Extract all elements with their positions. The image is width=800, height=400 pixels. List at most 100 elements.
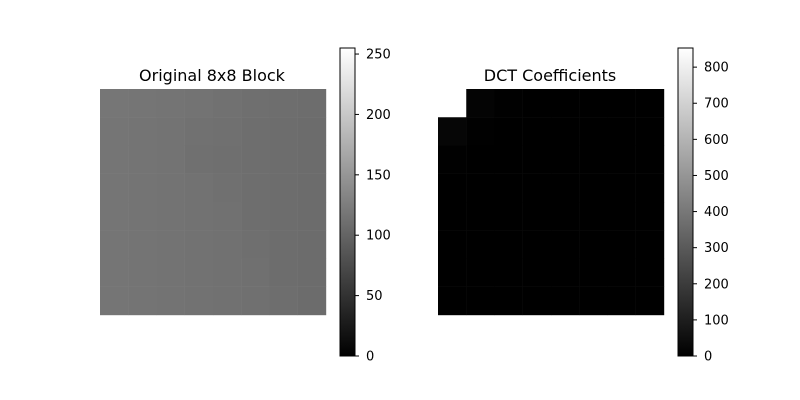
heatmap-cell-1-0-5 — [579, 89, 608, 118]
heatmap-cell-0-7-1 — [128, 286, 157, 316]
heatmap-cell-1-4-0 — [438, 202, 467, 231]
heatmap-cell-1-3-1 — [466, 173, 495, 203]
chart-title-original: Original 8x8 Block — [139, 66, 286, 85]
heatmap-cell-0-3-1 — [128, 173, 157, 203]
heatmap-cell-0-6-7 — [297, 258, 327, 287]
heatmap-cell-1-2-3 — [522, 145, 552, 174]
heatmap-original — [100, 89, 327, 316]
heatmap-cell-1-7-3 — [522, 286, 552, 316]
heatmap-cell-0-0-3 — [184, 89, 214, 118]
heatmap-cell-1-0-2 — [494, 89, 523, 118]
heatmap-cell-1-3-4 — [551, 173, 580, 203]
heatmap-cell-0-7-4 — [213, 286, 242, 316]
heatmap-cell-0-3-6 — [269, 173, 298, 203]
heatmap-cell-0-4-3 — [184, 202, 214, 231]
heatmap-cell-0-2-1 — [128, 145, 157, 174]
heatmap-cell-1-0-3 — [522, 89, 552, 118]
heatmap-cell-0-6-2 — [156, 258, 185, 287]
heatmap-cell-0-6-1 — [128, 258, 157, 287]
colorbar-tick-label-0-4: 200 — [366, 108, 391, 123]
heatmap-cell-1-5-1 — [466, 230, 495, 259]
heatmap-cell-0-6-4 — [213, 258, 242, 287]
heatmap-cell-0-4-1 — [128, 202, 157, 231]
heatmap-cell-1-3-5 — [579, 173, 608, 203]
colorbar-original: 0 50 100 150 200 250 — [339, 47, 391, 365]
heatmap-cell-0-4-4 — [213, 202, 242, 231]
heatmap-cell-0-5-6 — [269, 230, 298, 259]
heatmap-cell-1-0-1 — [466, 89, 495, 118]
heatmap-cell-0-0-1 — [128, 89, 157, 118]
heatmap-cell-1-6-0 — [438, 258, 467, 287]
heatmap-cell-0-1-4 — [213, 117, 242, 146]
heatmap-cell-0-7-6 — [269, 286, 298, 316]
colorbar-ticks-original: 0 50 100 150 200 250 — [355, 48, 391, 365]
heatmap-cell-0-3-5 — [241, 173, 270, 203]
heatmap-cell-1-2-7 — [635, 145, 665, 174]
heatmap-cell-1-4-2 — [494, 202, 523, 231]
heatmap-cell-0-7-2 — [156, 286, 185, 316]
colorbar-ticks-dct: 0 100 200 300 400 500 600 700 800 — [693, 61, 729, 365]
heatmap-cell-1-0-4 — [551, 89, 580, 118]
heatmap-cell-1-1-6 — [607, 117, 636, 146]
heatmap-cell-1-6-5 — [579, 258, 608, 287]
heatmap-cell-0-2-4 — [213, 145, 242, 174]
heatmap-cell-1-5-2 — [494, 230, 523, 259]
heatmap-cell-0-4-5 — [241, 202, 270, 231]
heatmap-cell-1-5-3 — [522, 230, 552, 259]
heatmap-cell-1-6-6 — [607, 258, 636, 287]
heatmap-cell-0-6-6 — [269, 258, 298, 287]
heatmap-cell-0-0-5 — [241, 89, 270, 118]
heatmap-cell-0-2-0 — [100, 145, 129, 174]
colorbar-tick-label-1-4: 400 — [704, 205, 729, 220]
heatmap-cell-0-5-3 — [184, 230, 214, 259]
heatmap-cell-1-3-2 — [494, 173, 523, 203]
heatmap-cell-1-7-2 — [494, 286, 523, 316]
heatmap-cell-1-7-1 — [466, 286, 495, 316]
heatmap-cell-0-1-2 — [156, 117, 185, 146]
heatmap-cell-1-6-3 — [522, 258, 552, 287]
heatmap-cell-0-1-1 — [128, 117, 157, 146]
heatmap-cell-0-2-6 — [269, 145, 298, 174]
heatmap-cell-1-5-5 — [579, 230, 608, 259]
heatmap-cell-1-3-6 — [607, 173, 636, 203]
heatmap-cell-1-1-4 — [551, 117, 580, 146]
heatmap-cell-1-2-0 — [438, 145, 467, 174]
heatmap-cell-1-4-5 — [579, 202, 608, 231]
heatmap-cell-1-6-2 — [494, 258, 523, 287]
heatmap-cell-1-2-1 — [466, 145, 495, 174]
heatmap-cell-1-1-3 — [522, 117, 552, 146]
heatmap-cell-0-3-7 — [297, 173, 327, 203]
heatmap-cell-1-1-2 — [494, 117, 523, 146]
heatmap-cell-1-4-7 — [635, 202, 665, 231]
colorbar-tick-label-0-2: 100 — [366, 229, 391, 244]
heatmap-cell-0-7-0 — [100, 286, 129, 316]
heatmap-cell-0-5-4 — [213, 230, 242, 259]
heatmap-cell-1-0-0 — [438, 89, 467, 118]
heatmap-cell-1-2-5 — [579, 145, 608, 174]
heatmap-cell-1-5-0 — [438, 230, 467, 259]
heatmap-cell-0-2-3 — [184, 145, 214, 174]
heatmap-cell-1-2-6 — [607, 145, 636, 174]
heatmap-cell-0-0-6 — [269, 89, 298, 118]
heatmap-cell-0-7-5 — [241, 286, 270, 316]
colorbar-tick-label-1-2: 200 — [704, 277, 729, 292]
heatmap-cell-0-1-6 — [269, 117, 298, 146]
heatmap-cell-1-5-4 — [551, 230, 580, 259]
heatmap-cell-0-1-5 — [241, 117, 270, 146]
heatmap-cell-1-7-7 — [635, 286, 665, 316]
heatmap-cell-1-5-6 — [607, 230, 636, 259]
heatmap-cell-0-6-0 — [100, 258, 129, 287]
heatmap-cell-1-7-5 — [579, 286, 608, 316]
heatmap-cell-1-5-7 — [635, 230, 665, 259]
heatmap-cell-0-1-7 — [297, 117, 327, 146]
heatmap-cell-0-5-0 — [100, 230, 129, 259]
heatmap-cell-0-5-7 — [297, 230, 327, 259]
colorbar-dct: 0 100 200 300 400 500 600 700 800 — [677, 47, 729, 365]
colorbar-tick-label-1-5: 500 — [704, 169, 729, 184]
colorbar-tick-label-1-6: 600 — [704, 133, 729, 148]
heatmap-cell-1-4-1 — [466, 202, 495, 231]
heatmap-cell-1-4-3 — [522, 202, 552, 231]
heatmap-cell-0-0-4 — [213, 89, 242, 118]
heatmap-cell-0-3-4 — [213, 173, 242, 203]
colorbar-tick-label-1-0: 0 — [704, 350, 712, 365]
